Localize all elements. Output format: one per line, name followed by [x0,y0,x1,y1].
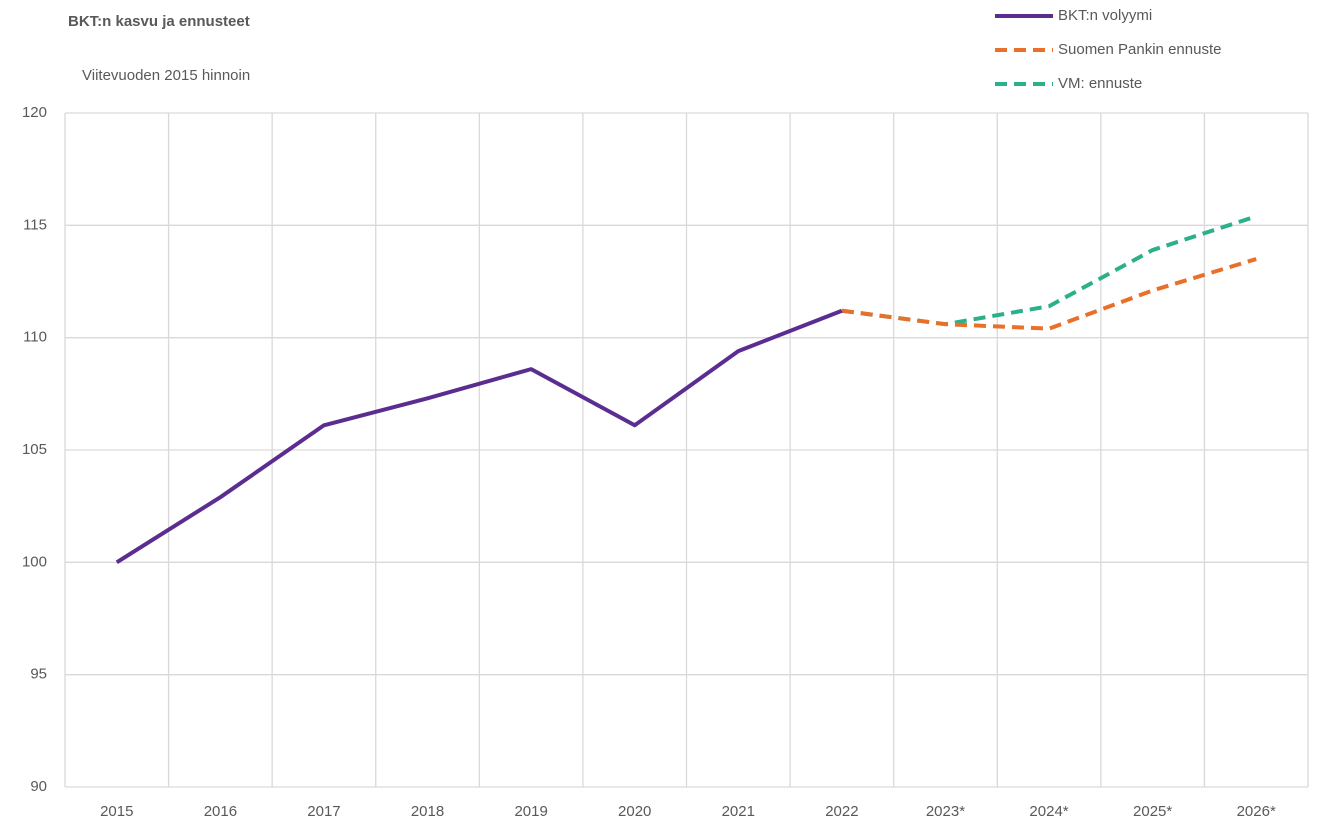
series-line [115,308,843,565]
x-tick-label: 2023* [926,803,965,820]
chart-title: BKT:n kasvu ja ennusteet [68,13,250,30]
y-tick-label: 95 [30,666,47,683]
y-tick-label: 115 [23,216,47,233]
x-tick-label: 2021 [722,803,755,820]
y-tick-label: 110 [23,329,47,346]
x-tick-label: 2016 [204,803,237,820]
chart-subtitle: Viitevuoden 2015 hinnoin [82,67,250,84]
legend-label: VM: ennuste [1058,75,1142,92]
x-tick-label: 2019 [514,803,547,820]
series-line [841,257,1257,331]
x-tick-label: 2018 [411,803,444,820]
y-tick-label: 100 [22,553,47,570]
y-tick-label: 120 [22,104,47,121]
x-tick-label: 2024* [1029,803,1068,820]
x-tick-label: 2022 [825,803,858,820]
x-tick-label: 2026* [1237,803,1276,820]
legend-label: Suomen Pankin ennuste [1058,41,1221,58]
y-tick-label: 90 [30,778,47,795]
x-tick-label: 2020 [618,803,651,820]
y-tick-label: 105 [22,441,47,458]
legend-label: BKT:n volyymi [1058,7,1152,24]
x-tick-label: 2015 [100,803,133,820]
x-tick-label: 2025* [1133,803,1172,820]
x-tick-label: 2017 [307,803,340,820]
series-line [841,214,1257,327]
